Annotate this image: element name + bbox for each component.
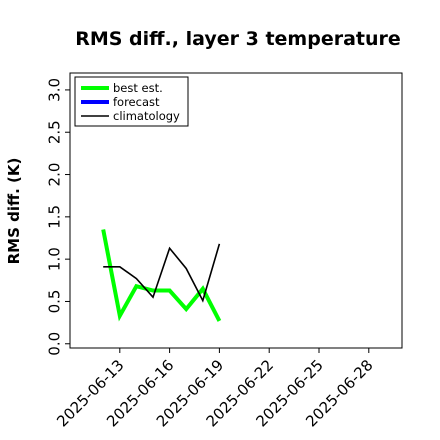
y-tick-label: 3.0 [46,78,64,102]
series-layer [101,229,222,322]
series-line-climatology [103,243,221,303]
y-tick-label: 1.5 [46,205,64,229]
y-tick-label: 2.0 [46,163,64,187]
legend-label: forecast [113,95,160,109]
y-tick-label: 1.0 [46,247,64,271]
series-line-best-est [101,229,222,322]
chart-title: RMS diff., layer 3 temperature [75,28,401,50]
y-tick-label: 0.5 [46,290,64,314]
plot-frame [69,72,403,349]
legend-label: climatology [113,109,180,123]
y-axis-label: RMS diff. (K) [5,158,23,265]
y-tick-label: 2.5 [46,120,64,144]
y-tick-label: 0.0 [46,332,64,356]
y-ticks: 0.0 0.5 1.0 1.5 2.0 2.5 3.0 [46,78,70,356]
x-ticks: 2025-06-132025-06-162025-06-192025-06-22… [53,348,377,430]
legend-label: best est. [113,81,163,95]
